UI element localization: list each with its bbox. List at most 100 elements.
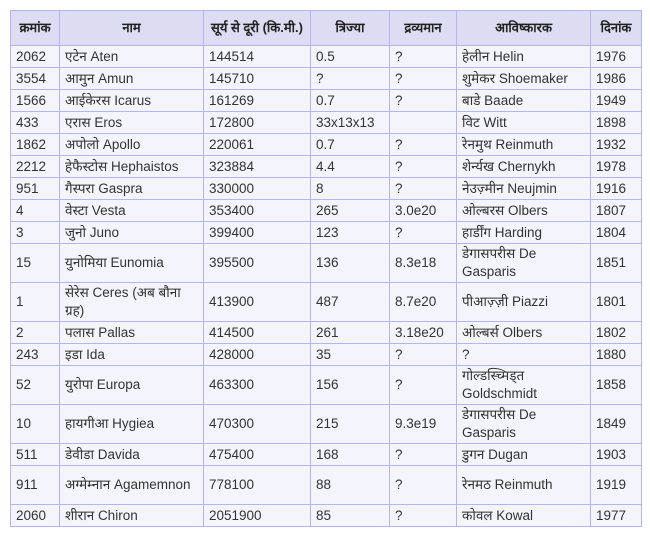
cell-distance: 330000 bbox=[203, 177, 311, 200]
cell-date: 1903 bbox=[590, 443, 642, 466]
table-row: 15 युनोमिया Eunomia 395500 136 8.3e18 डेगासपर… bbox=[10, 243, 642, 283]
cell-date: 1849 bbox=[590, 404, 642, 444]
cell-distance: 220061 bbox=[203, 133, 311, 156]
cell-discoverer: ओल्बरस Olbers bbox=[456, 199, 591, 222]
cell-number: 511 bbox=[10, 443, 60, 466]
cell-discoverer: रेनमठ Reinmuth bbox=[456, 465, 591, 505]
cell-distance: 353400 bbox=[203, 199, 311, 222]
cell-date: 1978 bbox=[590, 155, 642, 178]
cell-distance: 144514 bbox=[203, 45, 311, 68]
cell-radius: 261 bbox=[310, 321, 390, 344]
cell-mass: ? bbox=[389, 365, 457, 405]
cell-mass: ? bbox=[389, 177, 457, 200]
cell-date: 1976 bbox=[590, 45, 642, 68]
cell-discoverer: पीआज़्ज़ी Piazzi bbox=[456, 282, 591, 322]
cell-mass: ? bbox=[389, 45, 457, 68]
cell-mass: ? bbox=[389, 133, 457, 156]
cell-discoverer: शुमेकर Shoemaker bbox=[456, 67, 591, 90]
cell-number: 1 bbox=[10, 282, 60, 322]
cell-name: एटेन Aten bbox=[59, 45, 204, 68]
cell-name: आईकेरस Icarus bbox=[59, 89, 204, 112]
table-row: 3554 आमुन Amun 145710?? शुमेकर Shoemaker 198… bbox=[10, 67, 642, 90]
cell-number: 911 bbox=[10, 465, 60, 505]
cell-number: 2062 bbox=[10, 45, 60, 68]
cell-radius: 88 bbox=[310, 465, 390, 505]
cell-distance: 463300 bbox=[203, 365, 311, 405]
cell-mass: ? bbox=[389, 67, 457, 90]
table-row: 10 हायगीआ Hygiea 470300 215 9.3e19 डेगासपरीस … bbox=[10, 404, 642, 444]
header-date: दिनांक bbox=[590, 10, 642, 46]
header-name: नाम bbox=[59, 10, 204, 46]
table-row: 52 युरोपा Europa 463300 156? गोल्डस्च्मिड्त … bbox=[10, 365, 642, 405]
cell-date: 1919 bbox=[590, 465, 642, 505]
cell-radius: 0.7 bbox=[310, 89, 390, 112]
cell-discoverer: हार्डींग Harding bbox=[456, 221, 591, 244]
cell-name: पलास Pallas bbox=[59, 321, 204, 344]
cell-distance: 161269 bbox=[203, 89, 311, 112]
cell-name: हायगीआ Hygiea bbox=[59, 404, 204, 444]
cell-radius: 4.4 bbox=[310, 155, 390, 178]
cell-discoverer: ? bbox=[456, 343, 591, 366]
cell-distance: 172800 bbox=[203, 111, 311, 134]
cell-radius: 168 bbox=[310, 443, 390, 466]
cell-number: 3554 bbox=[10, 67, 60, 90]
cell-distance: 475400 bbox=[203, 443, 311, 466]
header-mass: द्रव्यमान bbox=[389, 10, 457, 46]
cell-radius: 0.7 bbox=[310, 133, 390, 156]
cell-radius: 156 bbox=[310, 365, 390, 405]
cell-mass: ? bbox=[389, 443, 457, 466]
cell-radius: 35 bbox=[310, 343, 390, 366]
cell-date: 1858 bbox=[590, 365, 642, 405]
cell-number: 1566 bbox=[10, 89, 60, 112]
cell-name: अग्मेम्नान Agamemnon bbox=[59, 465, 204, 505]
cell-name: शीरान Chiron bbox=[59, 504, 204, 527]
cell-distance: 399400 bbox=[203, 221, 311, 244]
cell-distance: 2051900 bbox=[203, 504, 311, 527]
cell-name: डेवीडा Davida bbox=[59, 443, 204, 466]
cell-name: युरोपा Europa bbox=[59, 365, 204, 405]
cell-name: इडा Ida bbox=[59, 343, 204, 366]
cell-mass: ? bbox=[389, 89, 457, 112]
cell-discoverer: शेर्न्यख Chernykh bbox=[456, 155, 591, 178]
table-row: 433 एरास Eros 172800 33x13x13 विट Witt 1898 bbox=[10, 111, 642, 134]
table-row: 511 डेवीडा Davida 475400 168? डुगन Dugan 1903 bbox=[10, 443, 642, 466]
cell-discoverer: डेगासपरीस De Gasparis bbox=[456, 404, 591, 444]
cell-name: युनोमिया Eunomia bbox=[59, 243, 204, 283]
cell-date: 1977 bbox=[590, 504, 642, 527]
cell-number: 2 bbox=[10, 321, 60, 344]
cell-date: 1949 bbox=[590, 89, 642, 112]
table-row: 1 सेरेस Ceres (अब बौना ग्रह) 413900 487 8.7e… bbox=[10, 282, 642, 322]
cell-radius: 33x13x13 bbox=[310, 111, 390, 134]
cell-name: गैस्परा Gaspra bbox=[59, 177, 204, 200]
cell-discoverer: डुगन Dugan bbox=[456, 443, 591, 466]
cell-date: 1802 bbox=[590, 321, 642, 344]
header-radius: त्रिज्या bbox=[310, 10, 390, 46]
cell-name: हेफैस्टोस Hephaistos bbox=[59, 155, 204, 178]
cell-date: 1986 bbox=[590, 67, 642, 90]
cell-number: 1862 bbox=[10, 133, 60, 156]
cell-mass: 3.0e20 bbox=[389, 199, 457, 222]
cell-mass: 8.7e20 bbox=[389, 282, 457, 322]
cell-discoverer: बाडे Baade bbox=[456, 89, 591, 112]
cell-distance: 414500 bbox=[203, 321, 311, 344]
cell-discoverer: नेउज़्मीन Neujmin bbox=[456, 177, 591, 200]
cell-mass: 8.3e18 bbox=[389, 243, 457, 283]
cell-discoverer: हेलीन Helin bbox=[456, 45, 591, 68]
cell-discoverer: कोवल Kowal bbox=[456, 504, 591, 527]
table-row: 911 अग्मेम्नान Agamemnon 778100 88? रेनमठ Re… bbox=[10, 465, 642, 505]
cell-name: वेस्टा Vesta bbox=[59, 199, 204, 222]
cell-date: 1932 bbox=[590, 133, 642, 156]
cell-name: सेरेस Ceres (अब बौना ग्रह) bbox=[59, 282, 204, 322]
cell-distance: 323884 bbox=[203, 155, 311, 178]
cell-distance: 428000 bbox=[203, 343, 311, 366]
cell-distance: 413900 bbox=[203, 282, 311, 322]
header-discoverer: आविष्कारक bbox=[456, 10, 591, 46]
cell-radius: 265 bbox=[310, 199, 390, 222]
cell-date: 1898 bbox=[590, 111, 642, 134]
table-row: 2062 एटेन Aten 144514 0.5? हेलीन Helin 1976 bbox=[10, 45, 642, 68]
cell-mass: 9.3e19 bbox=[389, 404, 457, 444]
cell-distance: 778100 bbox=[203, 465, 311, 505]
table-row: 3 जुनो Juno 399400 123? हार्डींग Harding 1804 bbox=[10, 221, 642, 244]
cell-distance: 395500 bbox=[203, 243, 311, 283]
cell-radius: ? bbox=[310, 67, 390, 90]
